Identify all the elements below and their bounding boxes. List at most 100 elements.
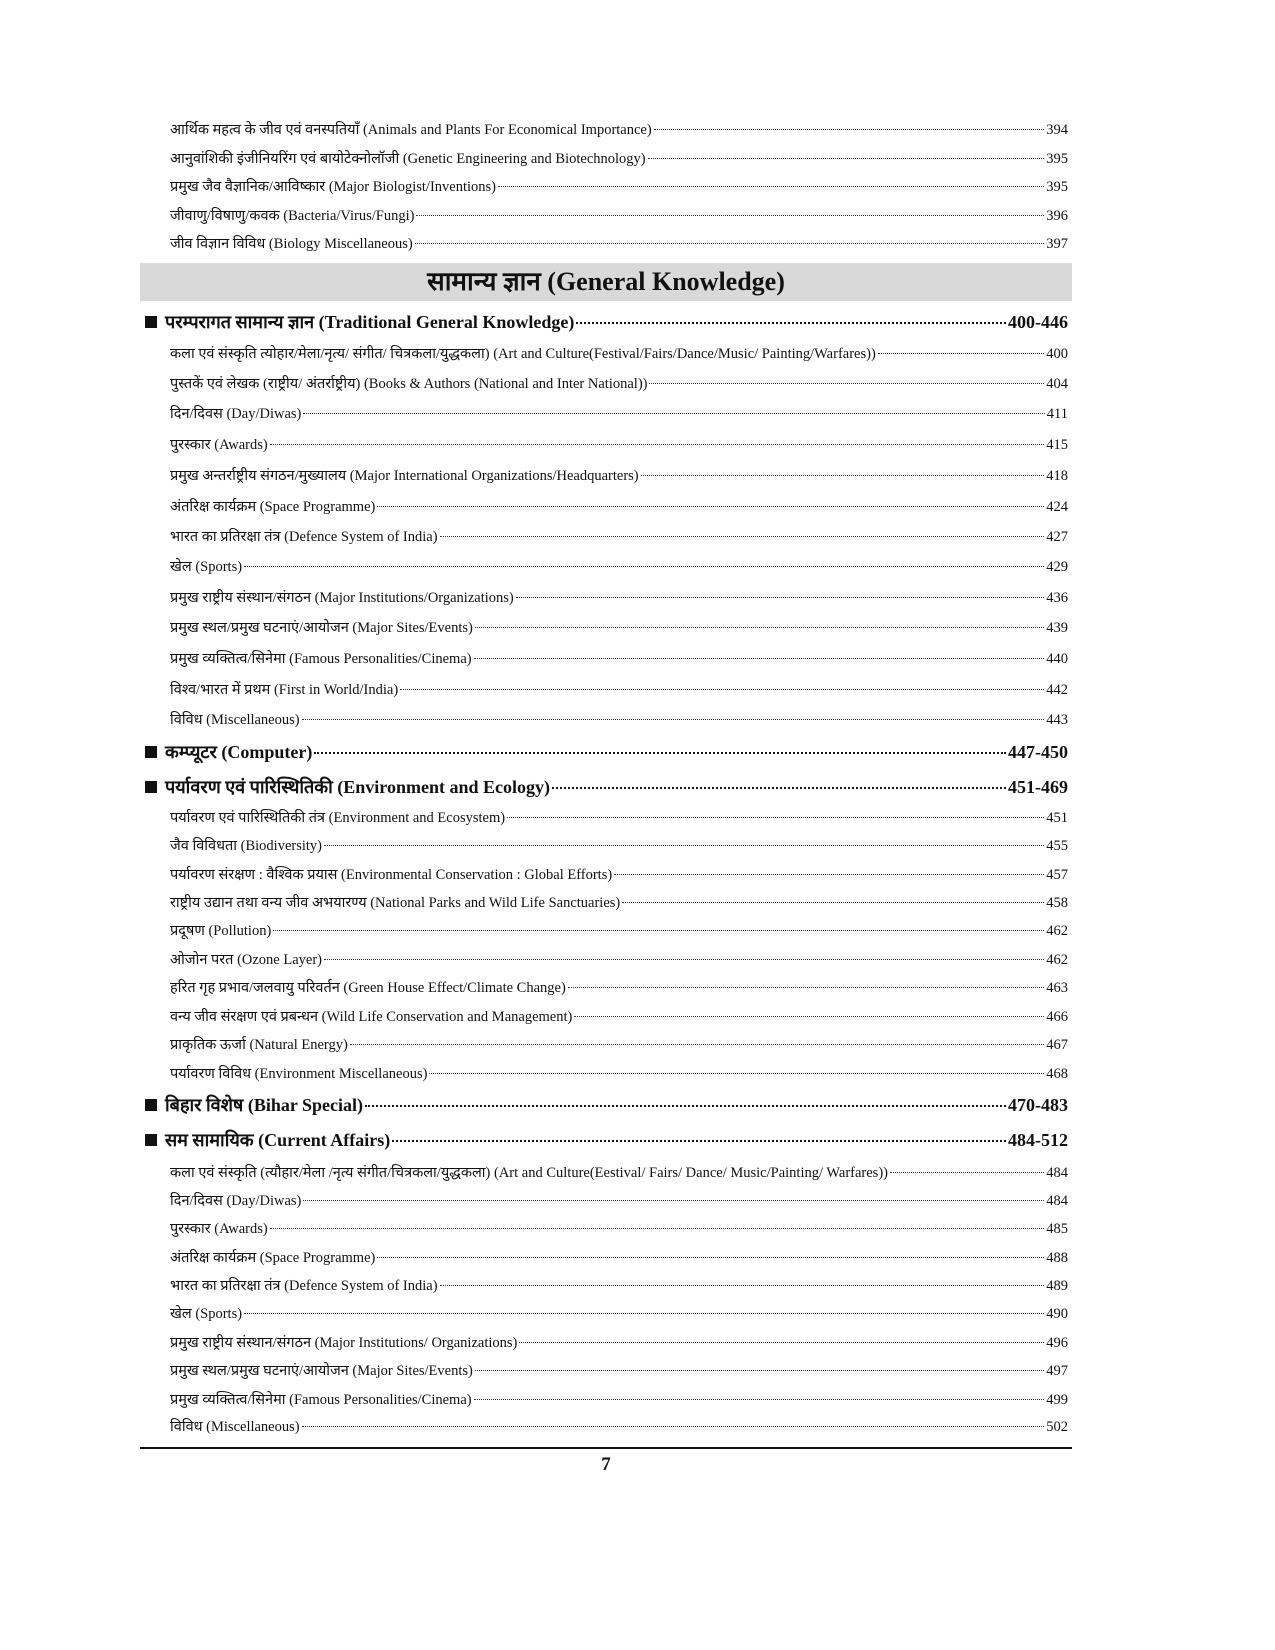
entry-page: 443 [1046, 712, 1068, 728]
dot-leader [473, 1399, 1045, 1400]
dot-leader [314, 752, 1006, 754]
dot-leader [576, 322, 1006, 324]
entry-title: प्रमुख राष्ट्रीय संस्थान/संगठन (Major In… [170, 1335, 518, 1351]
dot-leader [324, 959, 1045, 960]
dot-leader [647, 158, 1045, 159]
dot-leader [301, 1426, 1045, 1427]
entry-title: वन्य जीव संरक्षण एवं प्रबन्धन (Wild Life… [170, 1009, 573, 1025]
entry-page: 458 [1046, 895, 1068, 911]
square-bullet-icon [145, 316, 157, 328]
dot-leader [640, 475, 1045, 476]
toc-main-entry: कम्प्यूटर (Computer) 447-450 [145, 739, 1068, 765]
entry-page: 447-450 [1008, 742, 1068, 762]
entry-title: प्रमुख राष्ट्रीय संस्थान/संगठन (Major In… [170, 590, 514, 606]
entry-page: 400 [1046, 346, 1068, 362]
entry-title: दिन/दिवस (Day/Diwas) [170, 1193, 302, 1209]
entry-title: खेल (Sports) [170, 1306, 243, 1322]
entry-title: प्रमुख जैव वैज्ञानिक/आविष्कार (Major Bio… [170, 179, 496, 195]
toc-main-entry: सम सामायिक (Current Affairs) 484-512 [145, 1127, 1068, 1153]
toc-sub-entry: पुरस्कार (Awards) 415 [170, 434, 1068, 456]
toc-main-entry: बिहार विशेष (Bihar Special) 470-483 [145, 1092, 1068, 1118]
dot-leader [429, 1073, 1045, 1074]
entry-page: 462 [1046, 923, 1068, 939]
toc-sub-entry: जीवाणु/विषाणु/कवक (Bacteria/Virus/Fungi)… [170, 205, 1068, 227]
toc-sub-entry: पर्यावरण एवं पारिस्थितिकी तंत्र (Environ… [170, 807, 1068, 829]
toc-sub-entry: भारत का प्रतिरक्षा तंत्र (Defence System… [170, 526, 1068, 548]
entry-title: आनुवांशिकी इंजीनियरिंग एवं बायोटेक्नोलॉज… [170, 151, 646, 167]
entry-page: 489 [1046, 1278, 1068, 1294]
entry-page: 439 [1046, 620, 1068, 636]
entry-title: आर्थिक महत्व के जीव एवं वनस्पतियाँ (Anim… [170, 122, 652, 138]
entry-page: 397 [1046, 236, 1068, 252]
entry-title: ओजोन परत (Ozone Layer) [170, 952, 323, 968]
entry-page: 484-512 [1008, 1130, 1068, 1150]
toc-sub-entry: वन्य जीव संरक्षण एवं प्रबन्धन (Wild Life… [170, 1006, 1068, 1028]
entry-title: अंतरिक्ष कार्यक्रम (Space Programme) [170, 1250, 376, 1266]
entry-page: 490 [1046, 1306, 1068, 1322]
entry-page: 467 [1046, 1037, 1068, 1053]
square-bullet-icon [145, 746, 157, 758]
dot-leader [303, 1200, 1045, 1201]
entry-title: पुरस्कार (Awards) [170, 1221, 268, 1237]
entry-title: पर्यावरण एवं पारिस्थितिकी तंत्र (Environ… [170, 810, 506, 826]
toc-sub-entry: प्रदूषण (Pollution) 462 [170, 920, 1068, 942]
toc-sub-entry: राष्ट्रीय उद्यान तथा वन्य जीव अभयारण्य (… [170, 892, 1068, 914]
dot-leader [439, 536, 1045, 537]
entry-title: प्रदूषण (Pollution) [170, 923, 272, 939]
toc-sub-entry: विविध (Miscellaneous) 502 [170, 1416, 1068, 1438]
entry-page: 418 [1046, 468, 1068, 484]
entry-title: प्रमुख व्यक्तित्व/सिनेमा (Famous Persona… [170, 1392, 472, 1408]
entry-title: राष्ट्रीय उद्यान तथा वन्य जीव अभयारण्य (… [170, 895, 621, 911]
dot-leader [877, 353, 1045, 354]
toc-sub-entry: प्रमुख राष्ट्रीय संस्थान/संगठन (Major In… [170, 587, 1068, 609]
entry-page: 394 [1046, 122, 1068, 138]
entry-page: 457 [1046, 867, 1068, 883]
entry-title: कला एवं संस्कृति (त्यौहार/मेला /नृत्य सं… [170, 1165, 888, 1181]
dot-leader [622, 902, 1045, 903]
entry-page: 429 [1046, 559, 1068, 575]
dot-leader [324, 845, 1045, 846]
dot-leader [507, 817, 1045, 818]
toc-sub-entry: ओजोन परत (Ozone Layer) 462 [170, 949, 1068, 971]
entry-title: प्रमुख व्यक्तित्व/सिनेमा (Famous Persona… [170, 651, 472, 667]
entry-title: पर्यावरण विविध (Environment Miscellaneou… [170, 1066, 428, 1082]
dot-leader [515, 597, 1045, 598]
dot-leader [377, 1257, 1045, 1258]
toc-sub-entry: अंतरिक्ष कार्यक्रम (Space Programme) 424 [170, 496, 1068, 518]
dot-leader [414, 243, 1045, 244]
entry-title: दिन/दिवस (Day/Diwas) [170, 406, 302, 422]
entry-page: 485 [1046, 1221, 1068, 1237]
entry-title: अंतरिक्ष कार्यक्रम (Space Programme) [170, 499, 376, 515]
entry-page: 488 [1046, 1250, 1068, 1266]
dot-leader [519, 1342, 1045, 1343]
toc-sub-entry: प्रमुख व्यक्तित्व/सिनेमा (Famous Persona… [170, 648, 1068, 670]
dot-leader [365, 1105, 1006, 1107]
entry-title: प्राकृतिक ऊर्जा (Natural Energy) [170, 1037, 348, 1053]
entry-title: पर्यावरण एवं पारिस्थितिकी (Environment a… [165, 777, 550, 797]
toc-sub-entry: दिन/दिवस (Day/Diwas) 484 [170, 1190, 1068, 1212]
entry-page: 462 [1046, 952, 1068, 968]
entry-page: 400-446 [1008, 312, 1068, 332]
dot-leader [377, 506, 1045, 507]
entry-page: 468 [1046, 1066, 1068, 1082]
dot-leader [474, 1370, 1045, 1371]
toc-main-entry: पर्यावरण एवं पारिस्थितिकी (Environment a… [145, 774, 1068, 800]
entry-page: 502 [1046, 1419, 1068, 1435]
toc-sub-entry: पर्यावरण विविध (Environment Miscellaneou… [170, 1063, 1068, 1085]
footer-rule [140, 1447, 1072, 1449]
entry-page: 424 [1046, 499, 1068, 515]
entry-title: खेल (Sports) [170, 559, 243, 575]
entry-title: जीव विज्ञान विविध (Biology Miscellaneous… [170, 236, 413, 252]
entry-page: 497 [1046, 1363, 1068, 1379]
entry-page: 442 [1046, 682, 1068, 698]
toc-sub-entry: आर्थिक महत्व के जीव एवं वनस्पतियाँ (Anim… [170, 119, 1068, 141]
dot-leader [439, 1285, 1045, 1286]
entry-title: पर्यावरण संरक्षण : वैश्विक प्रयास (Envir… [170, 867, 613, 883]
toc-sub-entry: प्रमुख जैव वैज्ञानिक/आविष्कार (Major Bio… [170, 176, 1068, 198]
dot-leader [349, 1044, 1045, 1045]
toc-sub-entry: खेल (Sports) 490 [170, 1303, 1068, 1325]
toc-sub-entry: विश्व/भारत में प्रथम (First in World/Ind… [170, 679, 1068, 701]
entry-title: प्रमुख अन्तर्राष्ट्रीय संगठन/मुख्यालय (M… [170, 468, 639, 484]
dot-leader [392, 1140, 1006, 1142]
entry-title: भारत का प्रतिरक्षा तंत्र (Defence System… [170, 1278, 438, 1294]
